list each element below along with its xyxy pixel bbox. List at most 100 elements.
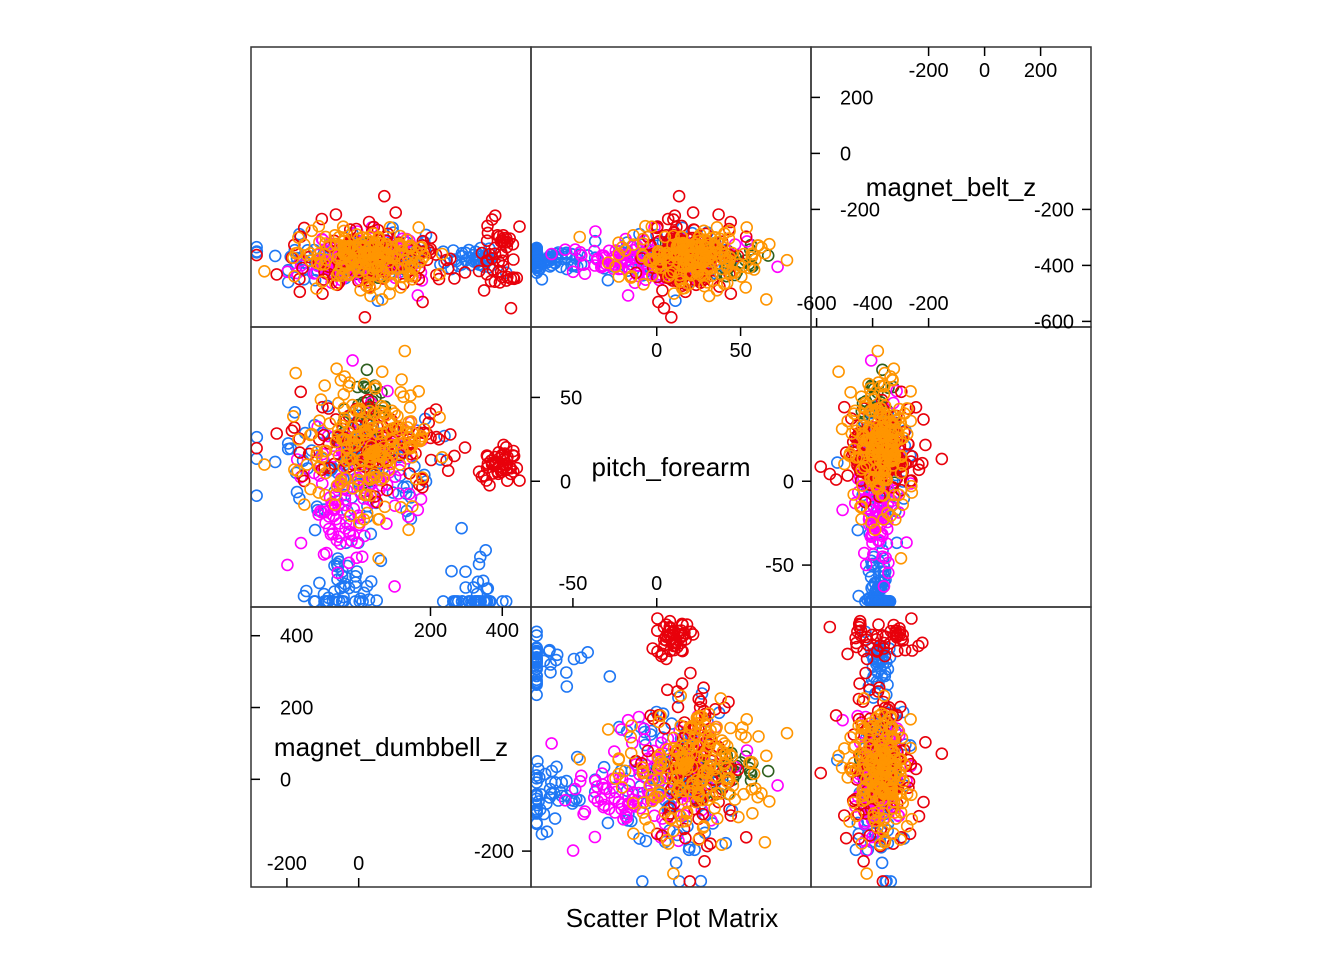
scatter-point [357, 586, 371, 600]
scatter-point [332, 230, 346, 244]
scatter-point [540, 825, 554, 839]
scatter-point [323, 417, 337, 430]
scatter-point [624, 746, 638, 760]
scatter-point [661, 809, 675, 823]
scatter-point [364, 489, 377, 502]
tick-label: 0 [651, 573, 662, 595]
scatter-point [700, 275, 714, 289]
scatter-point [814, 766, 828, 780]
scatter-point [878, 416, 891, 430]
scatter-point [636, 766, 650, 780]
scatter-point [654, 709, 667, 723]
scatter-point [372, 443, 386, 456]
scatter-point [621, 289, 635, 302]
scatter-point [714, 244, 727, 257]
scatter-point [608, 791, 621, 805]
scatter-point [329, 435, 343, 449]
scatter-point [335, 269, 349, 283]
scatter-point [887, 498, 900, 511]
scatter-point [890, 536, 904, 550]
scatter-point [872, 618, 885, 631]
scatter-point [355, 550, 369, 564]
panel-magnet_belt_z-vs-magnet_dumbbell_z [251, 189, 526, 324]
scatter-point [601, 723, 615, 736]
scatter-point [296, 261, 309, 275]
scatter-point [364, 527, 378, 541]
scatter-point [355, 416, 369, 430]
scatter-point [545, 247, 558, 261]
scatter-point [698, 719, 712, 732]
scatter-point [360, 363, 374, 377]
scatter-point [894, 551, 908, 565]
scatter-point [664, 310, 678, 324]
scatter-point [858, 788, 871, 801]
scatter-point [375, 293, 389, 306]
scatter-point [636, 237, 650, 250]
scatter-point [851, 523, 865, 537]
scatter-point [588, 830, 602, 844]
scatter-point [714, 692, 728, 705]
scatter-point [618, 764, 632, 778]
scatter-point [740, 235, 754, 248]
scatter-point [573, 230, 587, 244]
scatter-point [905, 644, 919, 657]
scatter-point [888, 513, 902, 526]
scatter-point [860, 652, 874, 666]
scatter-point [723, 224, 736, 238]
tick-label: 0 [651, 340, 662, 362]
scatter-point [691, 267, 705, 280]
scatter-point [384, 277, 397, 291]
scatter-point [894, 792, 908, 806]
scatter-point [696, 769, 710, 783]
scatter-point [865, 628, 879, 642]
tick-label: -200 [909, 60, 949, 82]
scatter-point [887, 827, 900, 841]
scatter-point [506, 465, 520, 478]
scatter-point [862, 512, 876, 526]
scatter-point [685, 248, 699, 262]
scatter-point [355, 256, 369, 270]
scatter-point [710, 221, 724, 234]
scatter-point [864, 470, 877, 484]
scatter-point [352, 479, 365, 493]
scatter-point [829, 709, 843, 722]
scatter-point [746, 806, 759, 820]
scatter-point [360, 506, 374, 520]
tick-label: 0 [979, 60, 990, 82]
variable-label: magnet_dumbbell_z [274, 732, 508, 762]
scatter-point [853, 677, 866, 690]
scatter-point [663, 614, 677, 628]
scatter-point [684, 625, 698, 639]
scatter-point [480, 582, 493, 596]
scatter-point [912, 458, 925, 471]
scatter-point [747, 767, 761, 781]
scatter-point [645, 773, 659, 786]
scatter-point [496, 259, 510, 273]
scatter-point [412, 221, 426, 234]
scatter-point [404, 239, 417, 252]
scatter-point [597, 798, 611, 812]
scatter-point [268, 249, 282, 263]
scatter-point [762, 795, 776, 808]
scatter-point [912, 639, 925, 653]
scatter-point [294, 470, 308, 484]
scatter-point [728, 266, 742, 279]
scatter-point [612, 795, 626, 809]
scatter-point [636, 806, 650, 819]
scatter-point [857, 854, 870, 868]
panel-pitch_forearm-vs-magnet_belt_z [814, 344, 949, 607]
scatter-point [866, 536, 879, 550]
scatter-point [700, 839, 714, 853]
scatter-point [751, 790, 765, 804]
scatter-point [915, 636, 929, 650]
scatter-point [402, 523, 415, 537]
scatter-point [391, 262, 404, 276]
scatter-point [935, 452, 949, 466]
scatter-point [654, 258, 668, 271]
scatter-point [667, 213, 680, 226]
scatter-point [667, 867, 680, 880]
scatter-point [876, 743, 890, 757]
scatter-point [443, 428, 457, 441]
scatter-point [471, 575, 485, 589]
scatter-point [494, 265, 508, 279]
